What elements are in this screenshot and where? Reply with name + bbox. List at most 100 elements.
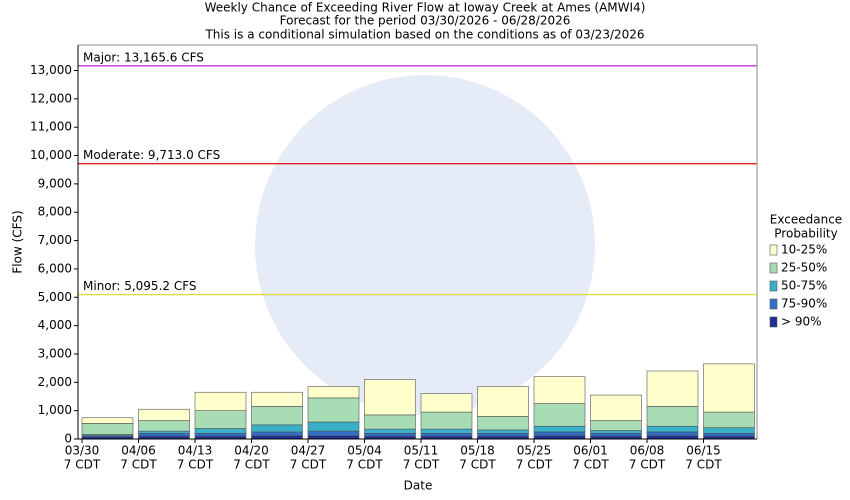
y-tick-label: 2,000	[38, 375, 72, 389]
y-tick-label: 6,000	[38, 261, 72, 275]
y-tick-label: 5,000	[38, 290, 72, 304]
y-tick-label: 13,000	[30, 63, 72, 77]
bar-segment	[646, 370, 699, 407]
bar-segment	[194, 410, 247, 429]
threshold-label: Moderate: 9,713.0 CFS	[83, 148, 220, 162]
bar-segment	[138, 408, 190, 421]
chart-title: Weekly Chance of Exceeding River Flow at…	[205, 1, 646, 15]
y-axis-label: Flow (CFS)	[11, 210, 25, 273]
legend-label: 75-90%	[781, 297, 827, 311]
y-tick-label: 10,000	[30, 148, 72, 162]
bar-segment	[420, 393, 473, 413]
bar-segment	[307, 430, 360, 436]
x-tick-label: 7 CDT	[346, 458, 383, 472]
legend-label: 10-25%	[781, 243, 827, 257]
x-tick-label: 05/04	[347, 444, 382, 458]
bar-segment	[477, 433, 529, 437]
x-tick-label: 7 CDT	[290, 458, 327, 472]
x-tick-label: 7 CDT	[572, 458, 609, 472]
legend-label: 50-75%	[781, 279, 827, 293]
x-axis-label: Date	[404, 479, 433, 493]
x-tick-label: 06/08	[630, 444, 665, 458]
bar-segment	[533, 425, 586, 433]
bar-segment	[703, 427, 755, 434]
chart-subtitle: This is a conditional simulation based o…	[204, 28, 644, 42]
y-tick-label: 1,000	[38, 403, 72, 417]
bar-segment	[251, 435, 303, 440]
threshold-label: Minor: 5,095.2 CFS	[83, 279, 197, 293]
bar-segment	[420, 433, 473, 437]
bar-segment	[477, 416, 529, 431]
bar-segment	[364, 379, 416, 416]
bar-segment	[590, 420, 642, 431]
legend-title: Probability	[774, 227, 837, 241]
legend-label: 25-50%	[781, 261, 827, 275]
bar-segment	[364, 433, 416, 437]
legend-swatch	[769, 244, 778, 256]
x-tick-label: 04/06	[121, 444, 156, 458]
bar-segment	[307, 435, 360, 440]
bar-segment	[590, 394, 642, 421]
bar-segment	[420, 428, 473, 434]
y-tick-label: 0	[64, 432, 72, 446]
bar-segment	[533, 403, 586, 427]
bar-segment	[533, 431, 586, 436]
legend-swatch	[769, 262, 778, 274]
legend-swatch	[769, 298, 778, 310]
bar-segment	[251, 424, 303, 433]
x-tick-label: 7 CDT	[516, 458, 553, 472]
x-tick-label: 04/27	[291, 444, 326, 458]
bar-segment	[138, 430, 190, 434]
x-tick-label: 06/15	[686, 444, 721, 458]
bar-segment	[194, 433, 247, 437]
bar-segment	[364, 414, 416, 430]
legend-label: > 90%	[781, 315, 822, 329]
x-tick-label: 7 CDT	[177, 458, 214, 472]
bar-segment	[420, 411, 473, 430]
chart-subtitle: Forecast for the period 03/30/2026 - 06/…	[280, 14, 571, 28]
bar-segment	[81, 423, 134, 435]
bar-segment	[307, 386, 360, 399]
bar-segment	[590, 430, 642, 434]
legend-title: Exceedance	[770, 213, 842, 227]
x-tick-label: 7 CDT	[120, 458, 157, 472]
bar-segment	[364, 428, 416, 434]
y-tick-label: 8,000	[38, 205, 72, 219]
bar-segment	[477, 429, 529, 434]
x-tick-label: 05/11	[404, 444, 439, 458]
bar-segment	[703, 411, 755, 428]
x-tick-label: 7 CDT	[233, 458, 270, 472]
y-tick-label: 11,000	[30, 120, 72, 134]
y-tick-label: 4,000	[38, 318, 72, 332]
bar-segment	[194, 391, 247, 411]
bar-segment	[590, 433, 642, 437]
x-tick-label: 04/13	[178, 444, 213, 458]
bar-segment	[477, 386, 529, 417]
x-tick-label: 05/18	[460, 444, 495, 458]
bar-segment	[646, 425, 699, 433]
bar-segment	[533, 376, 586, 404]
x-tick-label: 7 CDT	[403, 458, 440, 472]
bar-segment	[251, 391, 303, 407]
bar-segment	[646, 406, 699, 427]
bar-segment	[251, 406, 303, 426]
bar-segment	[194, 428, 247, 434]
bar-segment	[81, 417, 134, 424]
x-tick-label: 7 CDT	[459, 458, 496, 472]
y-tick-label: 3,000	[38, 346, 72, 360]
x-tick-label: 03/30	[65, 444, 100, 458]
bar-segment	[307, 421, 360, 432]
bar-segment	[533, 435, 586, 440]
y-tick-label: 12,000	[30, 91, 72, 105]
y-tick-label: 7,000	[38, 233, 72, 247]
bar-segment	[646, 435, 699, 440]
watermark	[255, 75, 595, 415]
x-tick-label: 05/25	[517, 444, 552, 458]
x-tick-label: 04/20	[234, 444, 269, 458]
bar-segment	[307, 397, 360, 423]
bar-segment	[138, 433, 190, 437]
bar-segment	[251, 431, 303, 436]
bar-segment	[646, 431, 699, 436]
threshold-label: Major: 13,165.6 CFS	[83, 50, 204, 64]
